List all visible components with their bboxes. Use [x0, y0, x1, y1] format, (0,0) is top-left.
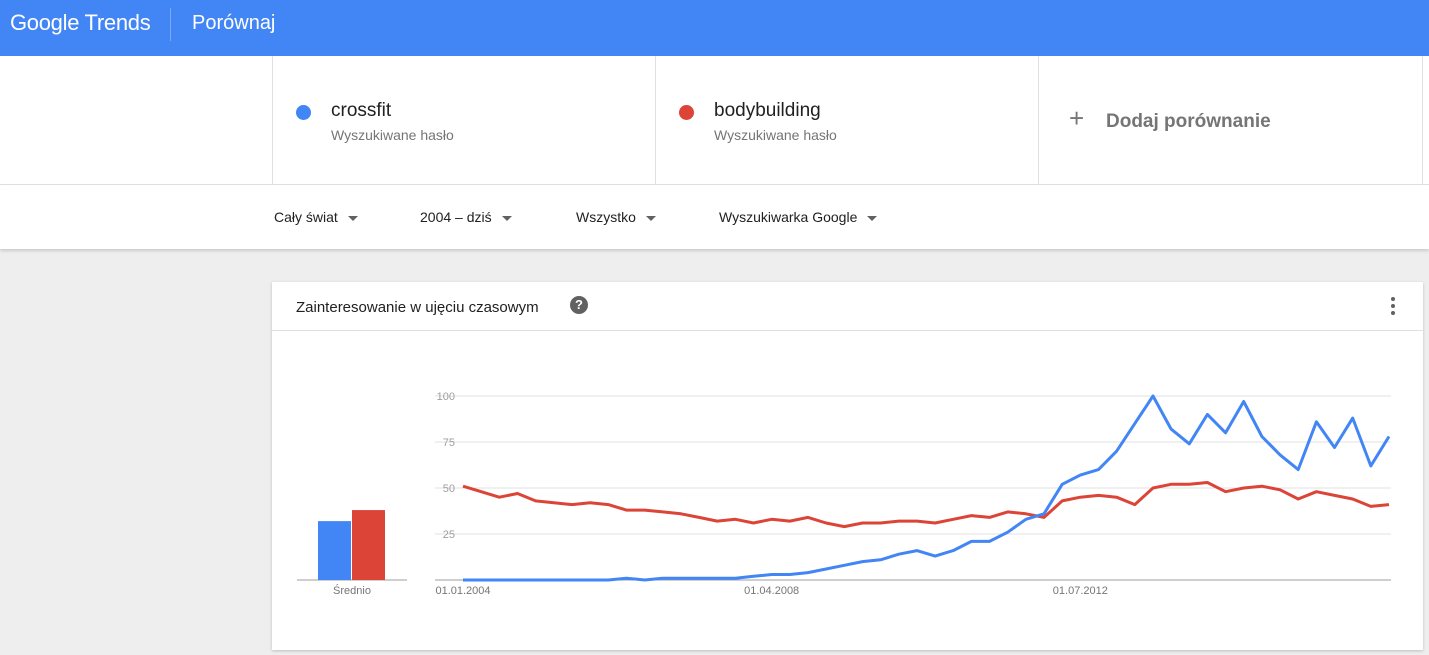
help-icon[interactable]: ? [570, 296, 588, 314]
average-bar-bodybuilding [352, 510, 385, 580]
page-title: Porównaj [192, 12, 276, 34]
divider [170, 8, 171, 41]
term-name[interactable]: crossfit [331, 100, 392, 121]
x-tick-label: 01.07.2012 [1053, 585, 1108, 597]
interest-chart: 25 50 75 100 01.01.2004 01.04.2008 01.07.2012 Ś… [297, 391, 1391, 597]
dropdown-label: Wyszukiwarka Google [719, 209, 858, 225]
add-comparison-button[interactable]: + Dodaj porównanie [1038, 56, 1423, 185]
filter-bar: Cały świat 2004 – dziś Wszystko Wyszukiw… [0, 185, 1429, 249]
y-tick-label: 75 [443, 437, 455, 449]
series-line-crossfit [463, 394, 1391, 582]
interest-over-time-card: Zainteresowanie w ujęciu czasowym ? 25 50… [272, 282, 1423, 650]
caret-down-icon [867, 215, 878, 221]
series-color-dot [679, 105, 694, 120]
plus-icon: + [1069, 103, 1085, 133]
term-crossfit[interactable]: crossfit Wyszukiwane hasło [272, 56, 655, 185]
more-options-icon[interactable] [1391, 297, 1395, 318]
dropdown-label: Wszystko [576, 209, 636, 225]
caret-down-icon [645, 215, 656, 221]
series-line-bodybuilding [462, 481, 1390, 529]
x-tick-label: 01.01.2004 [435, 585, 490, 597]
term-bodybuilding[interactable]: bodybuilding Wyszukiwane hasło [655, 56, 1038, 185]
y-tick-label: 25 [443, 529, 455, 541]
term-type: Wyszukiwane hasło [331, 127, 454, 143]
comparison-terms: crossfit Wyszukiwane hasło bodybuilding … [0, 56, 1429, 185]
card-title: Zainteresowanie w ujęciu czasowym [296, 299, 539, 316]
series-color-dot [296, 105, 311, 120]
add-comparison-label: Dodaj porównanie [1106, 111, 1271, 132]
y-tick-label: 100 [437, 391, 455, 403]
region-dropdown[interactable]: Cały świat [274, 209, 358, 225]
dropdown-label: 2004 – dziś [420, 209, 492, 225]
search-type-dropdown[interactable]: Wyszukiwarka Google [719, 209, 878, 225]
caret-down-icon [501, 215, 512, 221]
top-bar: Google Trends Porównaj [0, 0, 1429, 56]
x-tick-label: 01.04.2008 [744, 585, 799, 597]
category-dropdown[interactable]: Wszystko [576, 209, 656, 225]
averages-label: Średnio [333, 584, 371, 597]
time-range-dropdown[interactable]: 2004 – dziś [420, 209, 512, 225]
y-tick-label: 50 [443, 483, 455, 495]
term-type: Wyszukiwane hasło [714, 127, 837, 143]
average-bar-crossfit [318, 521, 351, 580]
dropdown-label: Cały świat [274, 209, 338, 225]
google-trends-logo[interactable]: Google Trends [10, 10, 151, 35]
card-header: Zainteresowanie w ujęciu czasowym ? [272, 282, 1423, 331]
caret-down-icon [347, 215, 358, 221]
term-name[interactable]: bodybuilding [714, 100, 821, 121]
